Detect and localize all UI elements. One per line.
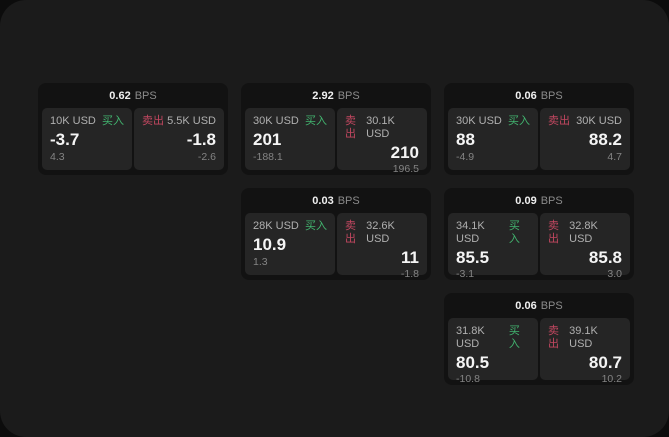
buy-tile[interactable]: 28K USD 买入 10.9 1.3 <box>245 213 335 275</box>
buy-side-label: 买入 <box>305 220 327 232</box>
bps-unit-label: BPS <box>540 89 563 102</box>
buy-change: -3.1 <box>456 268 475 280</box>
sell-change: 3.0 <box>607 268 622 280</box>
spread-header: 2.92 BPS <box>241 83 431 108</box>
buy-tile[interactable]: 30K USD 买入 88 -4.9 <box>448 108 538 170</box>
buy-change: -188.1 <box>253 151 283 163</box>
buy-tile[interactable]: 31.8K USD 买入 80.5 -10.8 <box>448 318 538 385</box>
sell-price: 210 <box>390 143 419 162</box>
sell-tile[interactable]: 卖出 32.8K USD 85.8 3.0 <box>540 213 630 280</box>
sell-price: -1.8 <box>186 130 216 149</box>
buy-price: -3.7 <box>50 130 80 149</box>
sell-tile[interactable]: 卖出 5.5K USD -1.8 -2.6 <box>134 108 224 170</box>
buy-side-label: 买入 <box>305 115 327 127</box>
quote-tiles: 28K USD 买入 10.9 1.3 卖出 32.6K USD 11 -1.8 <box>241 213 431 280</box>
quote-card: 0.03 BPS 28K USD 买入 10.9 1.3 卖出 32.6K US… <box>241 188 431 280</box>
sell-side-label: 卖出 <box>548 115 570 127</box>
sell-change: 4.7 <box>607 151 622 163</box>
sell-amount: 30K USD <box>576 115 622 127</box>
spread-value: 0.62 <box>109 89 131 102</box>
bps-unit-label: BPS <box>540 299 563 312</box>
buy-price: 85.5 <box>456 248 490 267</box>
spread-value: 0.06 <box>515 89 537 102</box>
sell-change: 196.5 <box>392 163 419 175</box>
quote-card: 0.09 BPS 34.1K USD 买入 85.5 -3.1 卖出 32.8K… <box>444 188 634 280</box>
quote-tiles: 31.8K USD 买入 80.5 -10.8 卖出 39.1K USD 80.… <box>444 318 634 385</box>
buy-change: 4.3 <box>50 151 65 163</box>
sell-change: -2.6 <box>197 151 216 163</box>
buy-price: 10.9 <box>253 235 287 254</box>
spread-value: 0.03 <box>312 194 334 207</box>
quote-card: 0.06 BPS 31.8K USD 买入 80.5 -10.8 卖出 39.1… <box>444 293 634 385</box>
quote-tiles: 30K USD 买入 88 -4.9 卖出 30K USD 88.2 4.7 <box>444 108 634 175</box>
sell-amount: 39.1K USD <box>569 325 598 350</box>
sell-change: 10.2 <box>601 373 622 385</box>
buy-amount: 34.1K USD <box>456 220 485 245</box>
buy-amount: 10K USD <box>50 115 96 127</box>
sell-side-label: 卖出 <box>142 115 164 127</box>
sell-price: 80.7 <box>588 353 622 372</box>
sell-amount: 32.8K USD <box>569 220 598 245</box>
quote-card: 0.06 BPS 30K USD 买入 88 -4.9 卖出 30K USD <box>444 83 634 175</box>
buy-price: 80.5 <box>456 353 490 372</box>
buy-side-label: 买入 <box>508 325 520 350</box>
buy-change: -10.8 <box>456 373 480 385</box>
quote-tiles: 34.1K USD 买入 85.5 -3.1 卖出 32.8K USD 85.8… <box>444 213 634 280</box>
sell-tile[interactable]: 卖出 39.1K USD 80.7 10.2 <box>540 318 630 385</box>
quote-tiles: 30K USD 买入 201 -188.1 卖出 30.1K USD 210 1… <box>241 108 431 175</box>
bps-unit-label: BPS <box>337 89 360 102</box>
buy-tile[interactable]: 30K USD 买入 201 -188.1 <box>245 108 335 170</box>
sell-tile[interactable]: 卖出 30.1K USD 210 196.5 <box>337 108 427 175</box>
sell-price: 11 <box>401 248 419 267</box>
spread-value: 0.09 <box>515 194 537 207</box>
sell-price: 85.8 <box>588 248 622 267</box>
buy-price: 88 <box>456 130 475 149</box>
spread-header: 0.03 BPS <box>241 188 431 213</box>
buy-side-label: 买入 <box>508 220 520 245</box>
sell-side-label: 卖出 <box>345 220 356 245</box>
sell-side-label: 卖出 <box>548 325 559 350</box>
spread-header: 0.06 BPS <box>444 293 634 318</box>
bps-unit-label: BPS <box>337 194 360 207</box>
buy-change: 1.3 <box>253 256 268 268</box>
buy-price: 201 <box>253 130 282 149</box>
sell-price: 88.2 <box>588 130 622 149</box>
buy-side-label: 买入 <box>508 115 530 127</box>
sell-amount: 30.1K USD <box>366 115 395 140</box>
spread-header: 0.62 BPS <box>38 83 228 108</box>
sell-change: -1.8 <box>400 268 419 280</box>
buy-amount: 28K USD <box>253 220 299 232</box>
quote-card: 0.62 BPS 10K USD 买入 -3.7 4.3 卖出 5.5K USD <box>38 83 228 175</box>
spread-header: 0.09 BPS <box>444 188 634 213</box>
spread-value: 2.92 <box>312 89 334 102</box>
buy-amount: 30K USD <box>456 115 502 127</box>
buy-tile[interactable]: 10K USD 买入 -3.7 4.3 <box>42 108 132 170</box>
buy-amount: 31.8K USD <box>456 325 485 350</box>
sell-side-label: 卖出 <box>548 220 559 245</box>
spread-value: 0.06 <box>515 299 537 312</box>
buy-amount: 30K USD <box>253 115 299 127</box>
buy-change: -4.9 <box>456 151 475 163</box>
sell-tile[interactable]: 卖出 32.6K USD 11 -1.8 <box>337 213 427 280</box>
bps-unit-label: BPS <box>540 194 563 207</box>
spread-header: 0.06 BPS <box>444 83 634 108</box>
sell-tile[interactable]: 卖出 30K USD 88.2 4.7 <box>540 108 630 170</box>
sell-amount: 5.5K USD <box>167 115 216 127</box>
bps-unit-label: BPS <box>134 89 157 102</box>
buy-tile[interactable]: 34.1K USD 买入 85.5 -3.1 <box>448 213 538 280</box>
quote-card: 2.92 BPS 30K USD 买入 201 -188.1 卖出 30.1K … <box>241 83 431 175</box>
buy-side-label: 买入 <box>102 115 124 127</box>
quote-tiles: 10K USD 买入 -3.7 4.3 卖出 5.5K USD -1.8 -2.… <box>38 108 228 175</box>
sell-amount: 32.6K USD <box>366 220 395 245</box>
sell-side-label: 卖出 <box>345 115 356 140</box>
